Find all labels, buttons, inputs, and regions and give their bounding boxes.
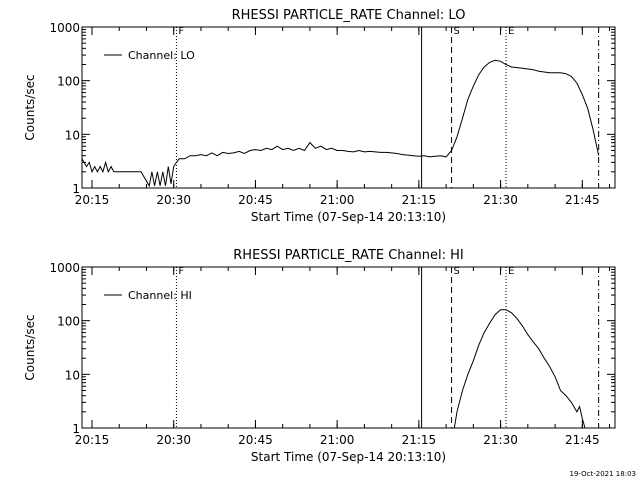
chart-title: RHESSI PARTICLE_RATE Channel: HI [233,248,463,263]
y-tick-label: 10 [65,128,80,142]
event-marker-label: F [178,26,184,37]
x-tick-label: 20:30 [156,193,191,207]
legend-label: Channel: LO [128,49,195,62]
x-tick-label: 20:15 [75,433,110,447]
x-tick-label: 20:45 [238,193,273,207]
timestamp: 19-Oct-2021 18:03 [569,470,636,478]
series-line [81,59,600,188]
x-tick-label: 21:15 [402,193,437,207]
chart-panel-lo: RHESSI PARTICLE_RATE Channel: LO Counts/s… [23,8,616,224]
plot-frame [81,266,616,429]
x-tick-label: 21:15 [402,433,437,447]
event-marker-label: F [178,266,184,277]
y-axis-label: Counts/sec [23,74,37,140]
chart-title: RHESSI PARTICLE_RATE Channel: LO [232,8,466,23]
x-tick-label: 21:30 [483,433,518,447]
chart-panel-hi: RHESSI PARTICLE_RATE Channel: HI Counts/s… [23,248,616,464]
y-axis-label: Counts/sec [23,314,37,380]
y-tick-label: 1 [72,422,80,436]
x-axis-label: Start Time (07-Sep-14 20:13:10) [251,450,446,464]
x-tick-label: 20:45 [238,433,273,447]
x-tick-label: 21:00 [320,433,355,447]
x-tick-label: 20:30 [156,433,191,447]
x-tick-label: 21:45 [565,193,600,207]
x-axis-label: Start Time (07-Sep-14 20:13:10) [251,210,446,224]
x-tick-label: 21:30 [483,193,518,207]
event-marker-label: S [454,26,460,37]
event-marker-label: E [508,26,514,37]
y-tick-label: 1000 [49,261,80,275]
plot-frame [81,26,616,189]
legend-label: Channel: HI [128,289,192,302]
x-tick-label: 20:15 [75,193,110,207]
y-tick-label: 100 [57,315,80,329]
y-tick-label: 100 [57,75,80,89]
series-line [453,309,586,429]
x-tick-label: 21:45 [565,433,600,447]
y-tick-label: 1000 [49,21,80,35]
y-tick-label: 10 [65,368,80,382]
event-marker-label: S [454,266,460,277]
event-marker-label: E [508,266,514,277]
y-tick-label: 1 [72,182,80,196]
x-tick-label: 21:00 [320,193,355,207]
